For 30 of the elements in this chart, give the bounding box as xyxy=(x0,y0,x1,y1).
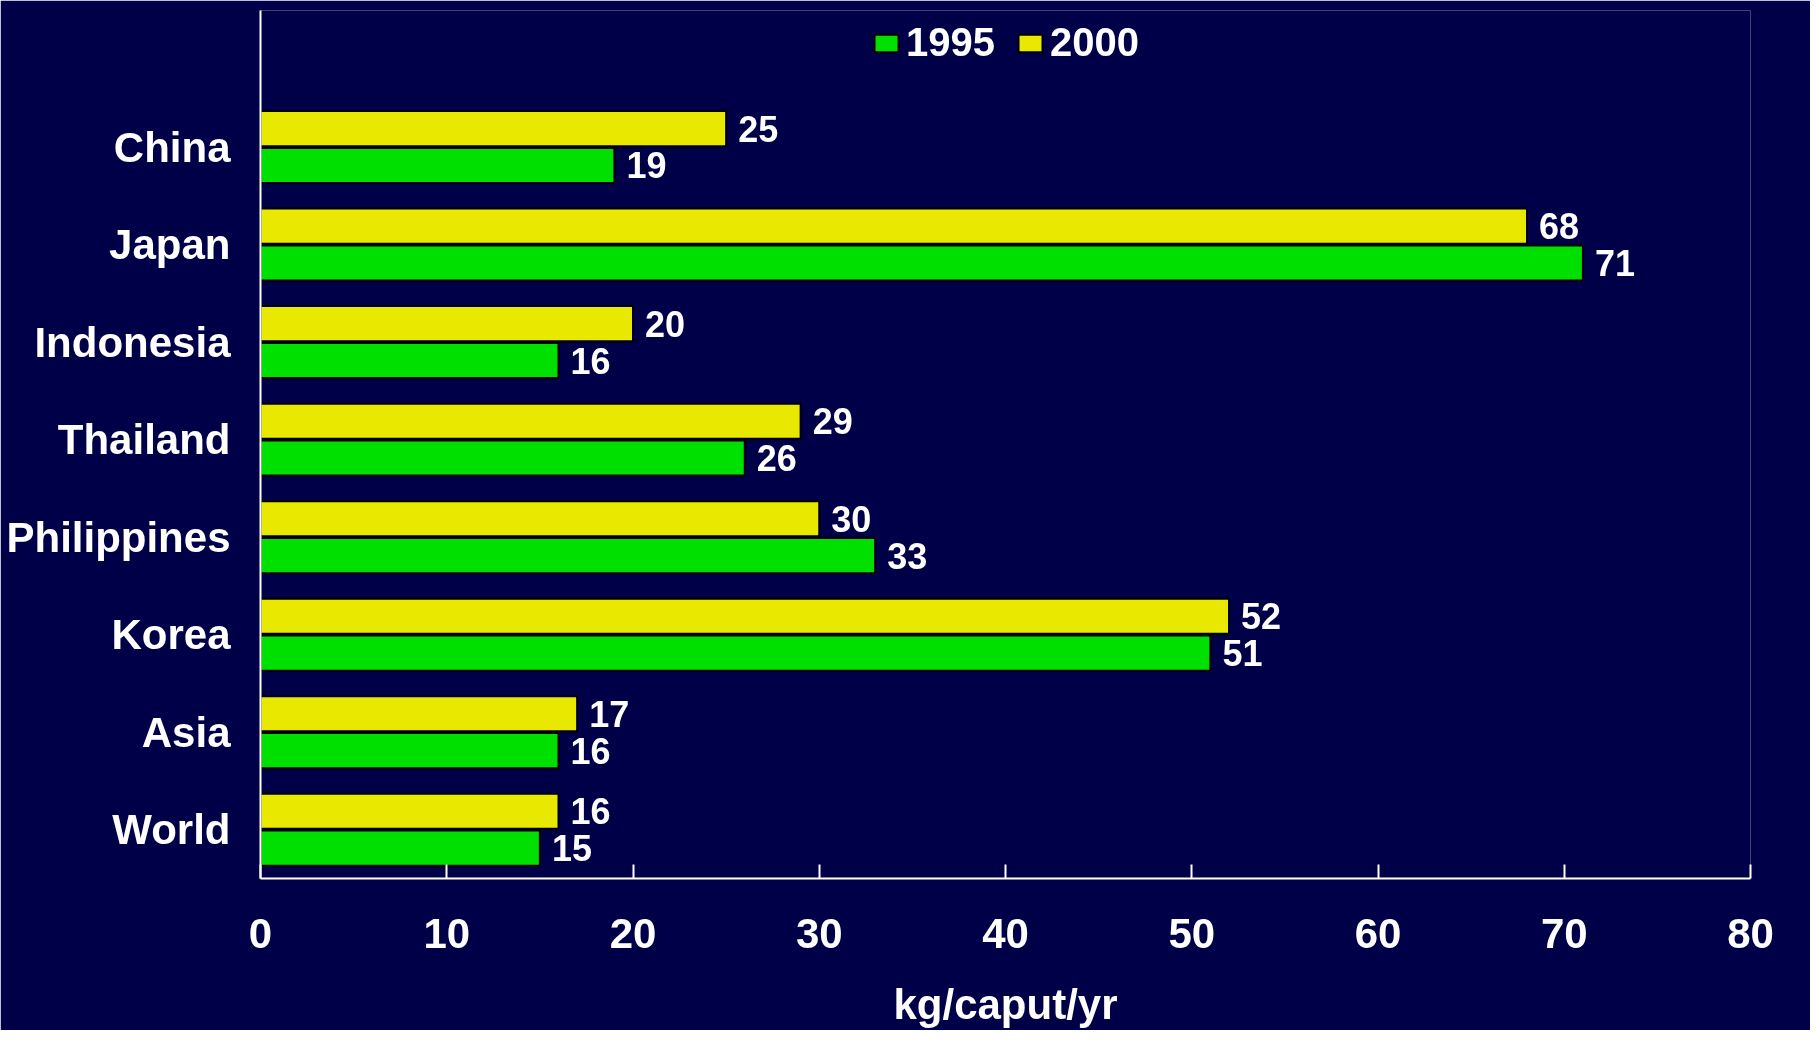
x-axis-title: kg/caput/yr xyxy=(893,980,1118,1028)
data-label: 29 xyxy=(812,401,853,443)
x-tick-label: 40 xyxy=(982,909,1029,957)
x-tick-label: 10 xyxy=(423,909,471,957)
data-label: 30 xyxy=(831,498,872,540)
x-tick-label: 80 xyxy=(1727,909,1774,957)
legend-label: 2000 xyxy=(1050,20,1139,65)
data-label: 33 xyxy=(887,535,928,577)
legend-label: 1995 xyxy=(906,20,995,65)
data-label: 26 xyxy=(756,438,797,480)
x-tick-label: 30 xyxy=(795,909,843,957)
y-tick-label: Thailand xyxy=(57,416,231,464)
y-tick-label: World xyxy=(112,806,231,854)
x-tick-label: 60 xyxy=(1354,909,1402,957)
y-tick-label: Korea xyxy=(111,611,232,659)
x-tick-label: 0 xyxy=(248,909,273,957)
y-tick-label: Asia xyxy=(141,708,232,756)
x-tick-label: 70 xyxy=(1540,909,1588,957)
data-label: 16 xyxy=(570,340,611,382)
data-label: 19 xyxy=(626,145,667,187)
y-tick-label: Japan xyxy=(109,221,231,269)
y-tick-label: China xyxy=(113,123,232,171)
data-label: 25 xyxy=(738,108,779,150)
y-tick-label: Philippines xyxy=(6,513,231,561)
y-tick-label: Indonesia xyxy=(34,318,232,366)
x-tick-label: 20 xyxy=(609,909,657,957)
x-tick-label: 50 xyxy=(1168,909,1216,957)
data-label: 71 xyxy=(1594,243,1635,284)
data-label: 20 xyxy=(645,303,686,345)
data-label: 68 xyxy=(1539,206,1580,248)
